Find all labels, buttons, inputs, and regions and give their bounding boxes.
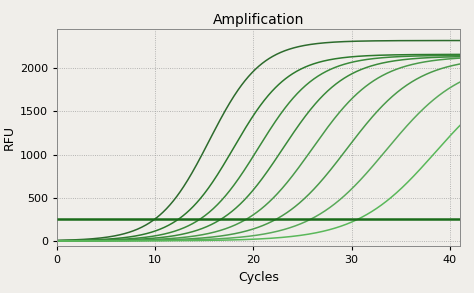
Title: Amplification: Amplification: [213, 13, 304, 27]
Y-axis label: RFU: RFU: [2, 125, 16, 150]
X-axis label: Cycles: Cycles: [238, 271, 279, 284]
